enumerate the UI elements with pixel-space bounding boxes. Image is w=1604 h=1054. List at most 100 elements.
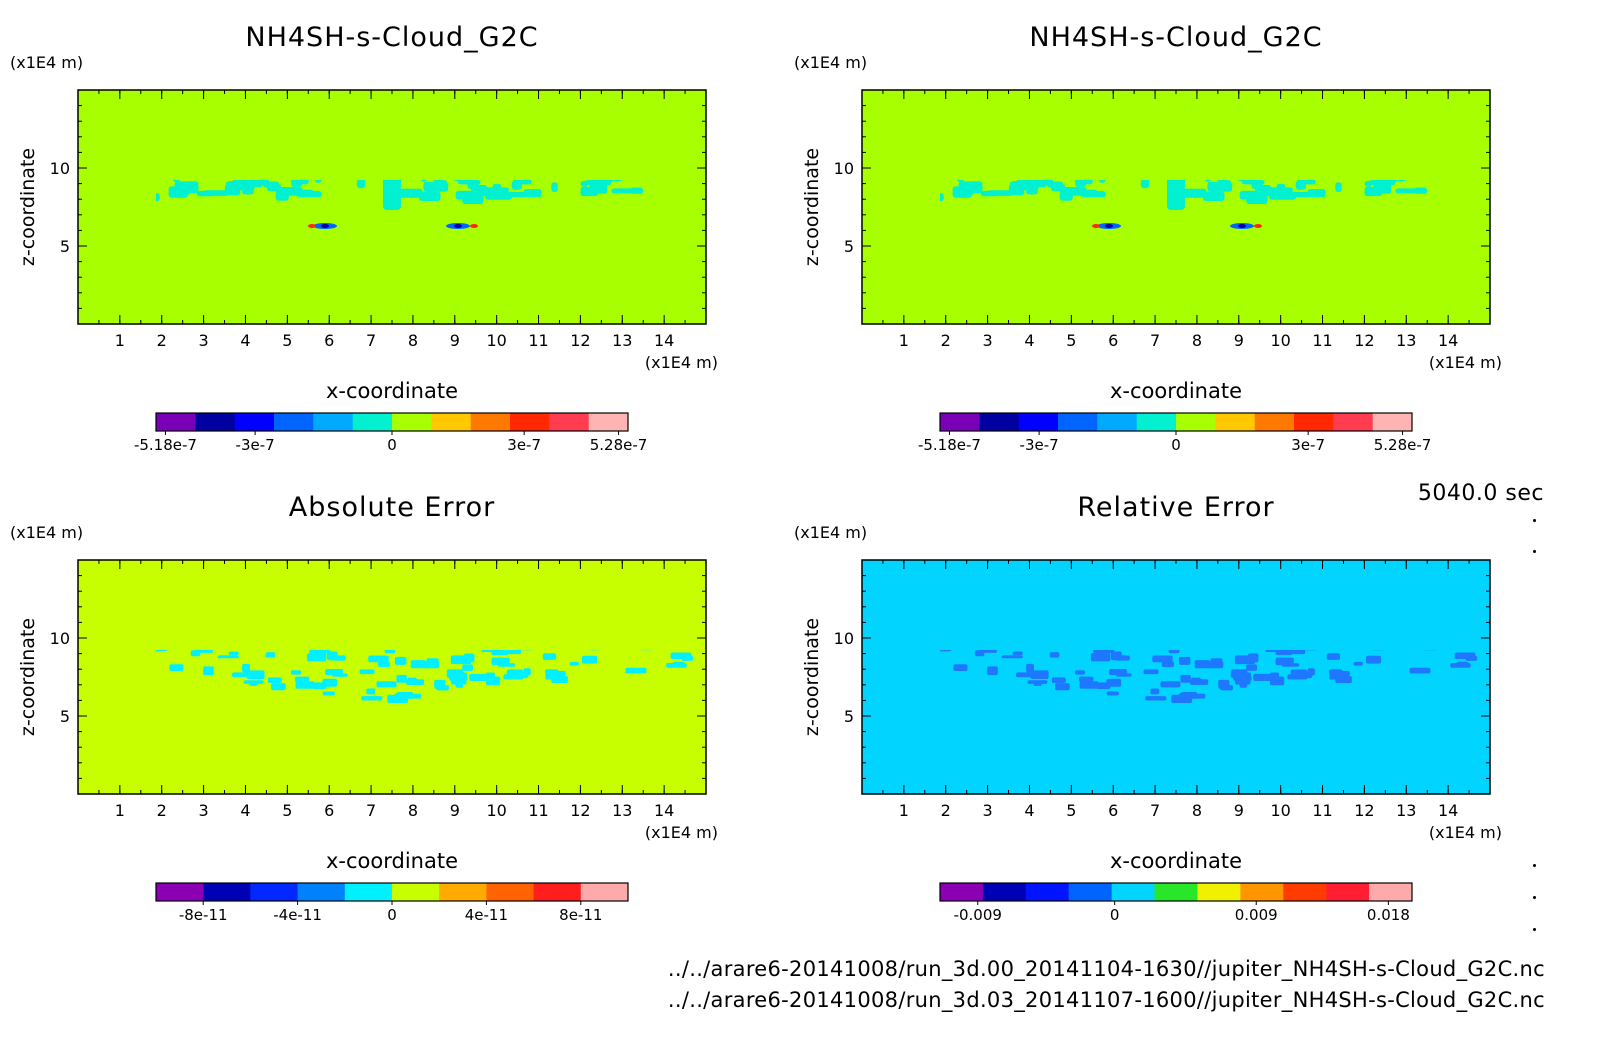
cloud-cell <box>1253 673 1273 681</box>
y-tick-label: 10 <box>50 159 70 178</box>
cloud-cell <box>598 180 612 186</box>
y-axis-label: z-coordinate <box>801 618 823 736</box>
cloud-cell <box>410 660 427 669</box>
y-tick-label: 10 <box>834 629 854 648</box>
cloud-cell <box>1465 655 1478 661</box>
vortex-feature <box>1092 224 1100 228</box>
contour-field <box>156 180 644 229</box>
cloud-cell <box>1194 660 1211 669</box>
cloud-cell <box>515 650 534 651</box>
cloud-cell <box>217 655 239 659</box>
cloud-cell <box>1251 180 1263 189</box>
cloud-cell <box>314 180 322 183</box>
colorbar-swatch <box>156 413 196 431</box>
x-tick-label: 4 <box>240 331 250 350</box>
x-tick-label: 14 <box>1438 801 1458 820</box>
vortex-feature <box>454 224 462 228</box>
cloud-cell <box>156 193 160 202</box>
x-tick-label: 13 <box>612 331 632 350</box>
chart-title: NH4SH-s-Cloud_G2C <box>245 22 538 53</box>
x-tick-label: 11 <box>528 331 548 350</box>
x-tick-label: 7 <box>1150 801 1160 820</box>
cloud-cell <box>419 191 441 201</box>
cloud-cell <box>1180 674 1191 683</box>
cloud-cell <box>1307 189 1326 198</box>
cloud-cell <box>302 680 309 686</box>
contour-field <box>940 180 1428 229</box>
colorbar-swatch <box>580 883 629 901</box>
cloud-cell <box>314 650 325 653</box>
x-tick-label: 2 <box>157 801 167 820</box>
colorbar-swatch <box>1025 883 1070 901</box>
cloud-cell <box>359 669 375 675</box>
cloud-cell <box>322 691 335 696</box>
colorbar-swatch <box>352 413 393 431</box>
colorbar-swatch <box>533 883 582 901</box>
cloud-cell <box>156 650 167 652</box>
colorbar-swatch <box>1326 883 1370 901</box>
colorbar-swatch <box>1283 883 1327 901</box>
cloud-cell <box>292 180 309 185</box>
colorbar-tick-label: 0.018 <box>1367 906 1410 924</box>
x-tick-label: 11 <box>1312 801 1332 820</box>
cloud-cell <box>225 181 241 191</box>
marker-dot <box>1533 928 1536 931</box>
cloud-cell <box>469 673 489 681</box>
cloud-cell <box>387 694 408 703</box>
x-tick-label: 6 <box>1108 801 1118 820</box>
colorbar-swatch <box>1197 883 1241 901</box>
cloud-cell <box>366 688 376 695</box>
vortex-feature <box>321 224 329 228</box>
cloud-cell <box>396 188 423 198</box>
cloud-cell <box>422 661 440 669</box>
marker-dot <box>1533 896 1536 899</box>
y-tick-label: 10 <box>834 159 854 178</box>
x-tick-label: 11 <box>1312 331 1332 350</box>
cloud-cell <box>1326 653 1340 660</box>
cloud-cell <box>242 663 250 673</box>
x-tick-label: 12 <box>570 801 590 820</box>
colorbar-tick-label: -3e-7 <box>1020 436 1059 454</box>
x-tick-label: 2 <box>157 331 167 350</box>
cloud-cell <box>1203 191 1225 201</box>
cloud-cell <box>1265 187 1294 192</box>
cloud-cell <box>1382 180 1396 186</box>
cloud-cell <box>383 180 401 210</box>
cloud-cell <box>1246 664 1258 671</box>
colorbar-swatch <box>979 413 1020 431</box>
y-unit-label: (x1E4 m) <box>10 523 83 542</box>
cloud-cell <box>278 188 302 196</box>
cloud-cell <box>377 661 390 668</box>
cloud-cell <box>1191 677 1201 683</box>
cloud-cell <box>467 180 479 189</box>
cloud-cell <box>407 677 417 683</box>
cloud-cell <box>1364 181 1373 187</box>
x-tick-label: 4 <box>240 801 250 820</box>
cloud-cell <box>523 189 542 198</box>
colorbar-tick-label: 0 <box>1110 906 1120 924</box>
x-tick-label: 14 <box>654 331 674 350</box>
cloud-cell <box>327 651 338 661</box>
cloud-cell <box>450 676 466 682</box>
x-tick-label: 10 <box>486 331 506 350</box>
cloud-cell <box>516 672 529 679</box>
x-axis-label: x-coordinate <box>326 849 458 873</box>
x-tick-label: 3 <box>199 331 209 350</box>
colorbar-tick-label: -4e-11 <box>273 906 322 924</box>
colorbar-swatch <box>297 883 346 901</box>
cloud-cell <box>1424 650 1436 651</box>
cloud-cell <box>446 669 464 678</box>
cloud-cell <box>1140 180 1149 189</box>
x-tick-label: 9 <box>1234 801 1244 820</box>
cloud-cell <box>1152 655 1173 663</box>
x-unit-label: (x1E4 m) <box>645 823 718 842</box>
colorbar-swatch <box>195 413 236 431</box>
cloud-cell <box>1204 180 1211 182</box>
x-tick-label: 5 <box>282 331 292 350</box>
chart-panel-bottom-left: Absolute Error(x1E4 m)1 2 3 4 5 6 7 8 9 10 11 12 13 1… <box>10 492 718 924</box>
x-tick-label: 1 <box>899 331 909 350</box>
cloud-cell <box>1234 676 1250 682</box>
x-tick-label: 13 <box>1396 801 1416 820</box>
y-axis-label: z-coordinate <box>17 148 39 266</box>
x-tick-label: 13 <box>612 801 632 820</box>
